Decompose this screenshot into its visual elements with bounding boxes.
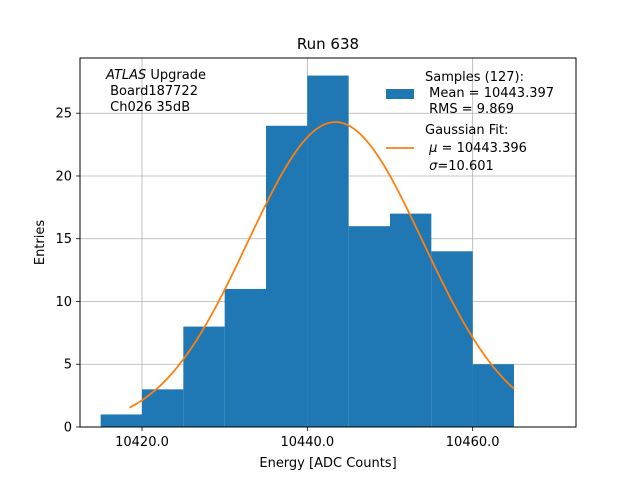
x-tick-label: 10460.0 <box>446 435 500 450</box>
histogram-bar <box>266 125 308 427</box>
axis-ticks: 10420.0 10440.0 10460.0 0 5 10 15 20 25 <box>55 107 499 450</box>
plot-frame <box>79 57 577 428</box>
svg-text:σ=10.601: σ=10.601 <box>425 159 494 174</box>
legend-samples-rms: RMS = 9.869 <box>425 102 514 117</box>
atlas-upgrade-text: Upgrade <box>146 68 206 83</box>
legend-fit-title: Gaussian Fit: <box>425 123 508 138</box>
board-text: Board187722 <box>106 84 198 99</box>
x-tick-label: 10440.0 <box>280 435 334 450</box>
histogram-bar <box>224 288 266 427</box>
histogram-bar <box>431 251 473 427</box>
legend: Samples (127): Mean = 10443.397 RMS = 9.… <box>386 70 554 174</box>
legend-samples-mean: Mean = 10443.397 <box>425 86 554 101</box>
histogram-bar <box>348 226 390 427</box>
chart-title: Run 638 <box>297 35 359 53</box>
legend-sigma-value: =10.601 <box>437 159 493 174</box>
y-axis-label: Entries <box>33 220 48 266</box>
atlas-italic-text: ATLAS <box>105 68 146 83</box>
y-tick-label: 0 <box>64 421 72 436</box>
legend-sigma-symbol: σ <box>429 159 438 174</box>
x-tick-label: 10420.0 <box>115 435 169 450</box>
svg-text:μ = 10443.396: μ = 10443.396 <box>425 141 527 156</box>
y-tick-label: 15 <box>55 232 72 247</box>
channel-text: Ch026 35dB <box>106 100 190 115</box>
legend-mu-value: = 10443.396 <box>437 141 526 156</box>
histogram-bars <box>100 75 514 428</box>
y-tick-label: 5 <box>64 358 72 373</box>
histogram-bar <box>307 75 349 428</box>
y-tick-label: 20 <box>55 169 72 184</box>
legend-samples-patch <box>386 89 414 99</box>
legend-samples-title: Samples (127): <box>425 70 524 85</box>
histogram-bar <box>100 414 142 427</box>
y-tick-label: 25 <box>55 107 72 122</box>
histogram-bar <box>183 326 225 427</box>
svg-text:ATLAS Upgrade: ATLAS Upgrade <box>105 68 206 83</box>
histogram-bar <box>472 364 514 427</box>
histogram-bar <box>390 213 432 427</box>
gaussian-fit-curve <box>129 121 515 409</box>
legend-mu-symbol: μ <box>428 141 437 156</box>
atlas-annotation: ATLAS Upgrade Board187722 Ch026 35dB <box>105 68 206 115</box>
y-tick-label: 10 <box>55 295 72 310</box>
x-axis-label: Energy [ADC Counts] <box>259 456 396 471</box>
